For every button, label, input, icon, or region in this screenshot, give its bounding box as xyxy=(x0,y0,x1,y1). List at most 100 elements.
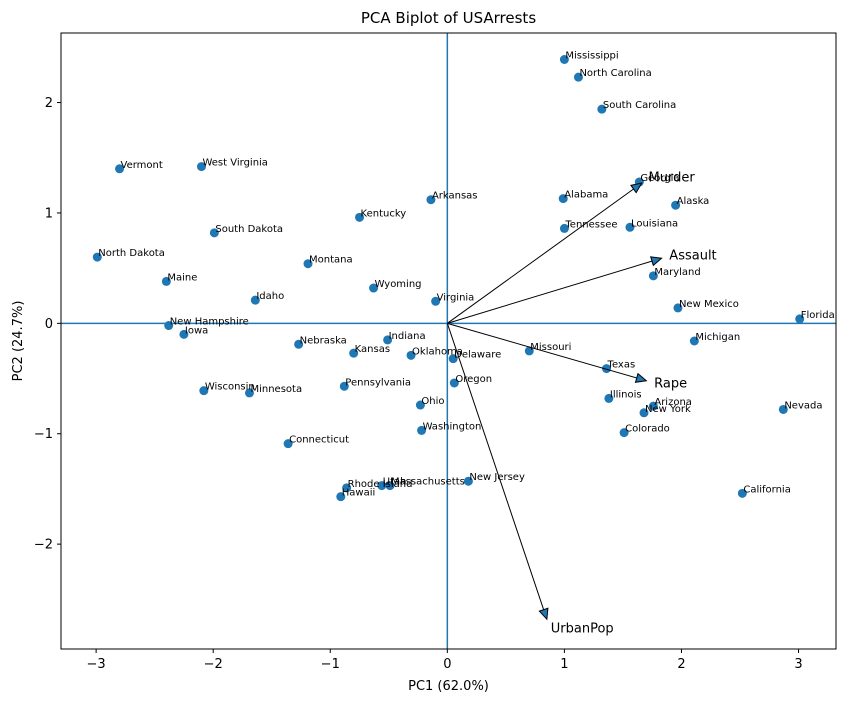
loading-label: Murder xyxy=(649,170,696,185)
loading-arrow-head xyxy=(634,372,648,383)
state-label: California xyxy=(743,484,791,495)
state-label: Pennsylvania xyxy=(345,377,411,388)
state-point xyxy=(604,393,614,403)
state-label: Iowa xyxy=(185,325,208,336)
state-label: Mississippi xyxy=(565,50,618,61)
x-tick-label: 1 xyxy=(560,657,568,672)
state-label: Kentucky xyxy=(361,208,407,219)
state-label: Minnesota xyxy=(250,384,302,395)
state-label: North Dakota xyxy=(98,248,165,259)
state-label: Nebraska xyxy=(300,335,347,346)
state-label: Alaska xyxy=(677,196,710,207)
state-point xyxy=(648,271,658,281)
loading-arrows: Murder Assault Rape UrbanPop xyxy=(446,170,717,637)
state-label: Arkansas xyxy=(432,191,478,202)
state-label: Arizona xyxy=(654,397,692,408)
state-point xyxy=(448,354,458,364)
state-label: Colorado xyxy=(625,424,670,435)
state-label: West Virginia xyxy=(202,158,267,169)
state-point xyxy=(92,252,102,262)
state-point xyxy=(737,488,747,498)
state-point xyxy=(383,335,393,345)
loading-arrow-shaft xyxy=(446,323,545,610)
loading-arrow-shaft xyxy=(447,260,653,324)
state-point xyxy=(639,408,649,418)
x-tick-label: −1 xyxy=(321,657,340,672)
state-point xyxy=(524,346,534,356)
plot-frame xyxy=(60,32,837,650)
state-point xyxy=(179,329,189,339)
state-point xyxy=(597,104,607,114)
state-point xyxy=(689,336,699,346)
state-point xyxy=(161,276,171,286)
y-tick-label: 1 xyxy=(45,206,53,221)
state-point xyxy=(336,492,346,502)
state-point xyxy=(559,54,569,64)
loading-label: UrbanPop xyxy=(551,622,614,637)
state-point xyxy=(558,194,568,204)
loading-arrow-shaft xyxy=(447,322,637,379)
state-point xyxy=(573,72,583,82)
state-label: Virginia xyxy=(437,292,475,303)
x-tick-label: −3 xyxy=(87,657,106,672)
state-point xyxy=(283,439,293,449)
state-point xyxy=(778,404,788,414)
state-label: Wyoming xyxy=(375,279,422,290)
loading-label: Assault xyxy=(669,248,716,263)
state-label: Tennessee xyxy=(564,219,617,230)
state-label: Maine xyxy=(167,272,197,283)
state-point xyxy=(625,222,635,232)
x-tick-label: 0 xyxy=(443,657,451,672)
state-label: Maryland xyxy=(654,267,700,278)
loading-arrow-shaft xyxy=(447,188,634,324)
state-point xyxy=(349,348,359,358)
state-label: New York xyxy=(645,404,691,415)
state-point xyxy=(369,283,379,293)
y-axis-label: PC2 (24.7%) xyxy=(11,301,26,382)
state-point xyxy=(385,481,395,491)
y-tick-label: −2 xyxy=(34,538,53,553)
state-label: Florida xyxy=(801,310,835,321)
state-points xyxy=(92,54,805,502)
state-point xyxy=(417,425,427,435)
state-label: South Carolina xyxy=(603,100,676,111)
state-label: Missouri xyxy=(530,342,571,353)
state-label: Texas xyxy=(607,360,636,371)
state-label: Ohio xyxy=(421,396,444,407)
state-point xyxy=(115,164,125,174)
y-tick-label: 0 xyxy=(45,317,53,332)
state-label: Indiana xyxy=(389,331,426,342)
x-tick-label: −2 xyxy=(204,657,223,672)
state-label: Louisiana xyxy=(631,218,678,229)
state-label: South Dakota xyxy=(215,224,283,235)
state-label: Georgia xyxy=(640,173,679,184)
state-label: Montana xyxy=(309,255,353,266)
state-point xyxy=(671,200,681,210)
state-point xyxy=(339,381,349,391)
state-point xyxy=(164,321,174,331)
state-point xyxy=(377,481,387,491)
state-label: Utah xyxy=(383,477,407,488)
x-tick-label: 2 xyxy=(677,657,685,672)
state-labels: Alabama Alaska Arizona Arkansas California Co… xyxy=(98,50,834,498)
state-point xyxy=(426,195,436,205)
state-label: Rhode Island xyxy=(348,479,413,490)
state-point xyxy=(619,428,629,438)
state-point xyxy=(559,223,569,233)
state-label: Hawaii xyxy=(342,488,376,499)
state-label: Nevada xyxy=(784,400,822,411)
loading-label: Rape xyxy=(654,377,687,392)
state-label: Massachusetts xyxy=(391,477,465,488)
state-point xyxy=(196,162,206,172)
y-tick-label: 2 xyxy=(45,96,53,111)
state-label: Illinois xyxy=(610,389,642,400)
x-axis-ticks: −3 −2 −1 0 1 2 3 xyxy=(87,649,803,672)
y-tick-label: −1 xyxy=(34,427,53,442)
state-label: Connecticut xyxy=(289,435,349,446)
state-label: Oklahoma xyxy=(412,346,463,357)
state-label: Alabama xyxy=(564,190,608,201)
state-point xyxy=(673,303,683,313)
state-label: Wisconsin xyxy=(205,382,255,393)
state-label: Oregon xyxy=(455,374,492,385)
